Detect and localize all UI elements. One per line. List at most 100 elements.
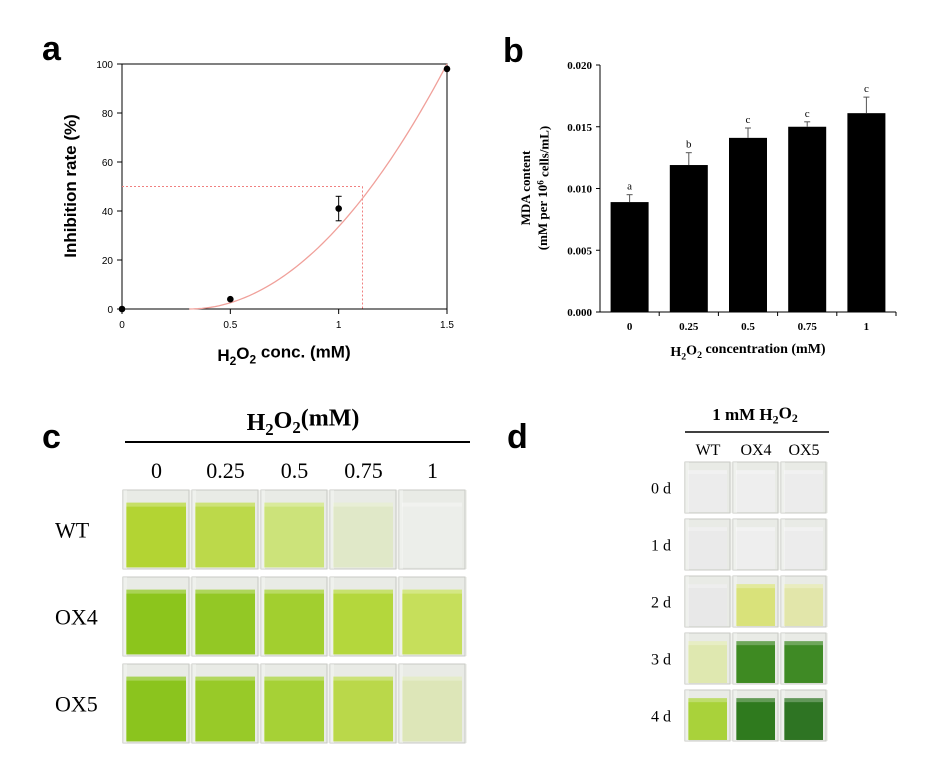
cuvette-edge — [685, 633, 689, 684]
cuvette-edge — [685, 690, 689, 741]
cuvette-liquid — [736, 527, 775, 569]
photo-d-cuvettes — [684, 461, 828, 742]
cuvette-liquid — [736, 698, 775, 740]
cuvette — [684, 518, 731, 571]
cuvette-liquid — [333, 502, 393, 568]
cuvette-edge — [781, 633, 785, 684]
x-ticks-a: 0 0.5 1 1.5 — [119, 309, 454, 331]
fit-curve-a — [189, 63, 448, 310]
cuvette-meniscus — [736, 641, 775, 646]
cuvette-meniscus — [402, 502, 462, 507]
photo-c-column-label: 0.25 — [206, 458, 245, 483]
cuvette-liquid — [402, 589, 462, 655]
label-part: H — [670, 345, 681, 360]
cuvette-liquid — [688, 584, 727, 626]
cuvette-meniscus — [688, 698, 727, 703]
cuvette — [191, 489, 259, 570]
y-tick-label-b: 0.020 — [567, 60, 592, 72]
cuvette-liquid — [784, 641, 823, 683]
cuvette-liquid — [195, 589, 255, 655]
cuvette-liquid — [264, 502, 324, 568]
x-axis-label-a: H2O2 conc. (mM) — [217, 342, 350, 368]
cuvette — [780, 632, 827, 685]
cuvette-meniscus — [688, 641, 727, 646]
cuvette-meniscus — [333, 676, 393, 681]
cuvette — [732, 461, 779, 514]
cuvette — [684, 461, 731, 514]
label-part: concentration (mM) — [702, 342, 826, 357]
cuvette-meniscus — [784, 641, 823, 646]
cuvette-liquid — [688, 641, 727, 683]
cuvette — [329, 489, 397, 570]
cuvette-edge — [192, 577, 196, 656]
cuvette-meniscus — [402, 589, 462, 594]
cuvette — [122, 663, 190, 744]
cuvette-liquid — [784, 527, 823, 569]
cuvette-edge — [733, 519, 737, 570]
cuvette-liquid — [264, 589, 324, 655]
bar-b — [669, 165, 708, 312]
cuvette-liquid — [688, 698, 727, 740]
bars-b — [610, 113, 886, 312]
photo-d-column-label: WT — [696, 442, 721, 459]
cuvette-edge — [733, 690, 737, 741]
error-bars-b — [626, 96, 870, 203]
photo-c-cuvettes — [122, 489, 467, 744]
y-ticks-a: 0 20 40 60 80 100 — [96, 60, 122, 316]
label-part: (mM per 10 — [535, 185, 550, 250]
label-part: O — [779, 403, 792, 422]
cuvette-meniscus — [736, 527, 775, 532]
label-part: 1 mM H — [712, 405, 772, 424]
cuvette-liquid — [264, 676, 324, 742]
panel-label-d: d — [507, 418, 528, 456]
cuvette-meniscus — [195, 676, 255, 681]
cuvette-edge — [261, 490, 265, 569]
cuvette-liquid — [784, 470, 823, 512]
cuvette-liquid — [333, 676, 393, 742]
data-point-a — [335, 205, 342, 212]
data-points-a — [118, 65, 451, 313]
photo-d-row-label: 4 d — [651, 709, 671, 726]
photo-d-row-label: 0 d — [651, 481, 671, 498]
photo-c-column-label: 0.5 — [281, 458, 309, 483]
cuvette-liquid — [784, 698, 823, 740]
cuvette-edge — [399, 490, 403, 569]
cuvette-meniscus — [784, 584, 823, 589]
cuvette — [398, 576, 466, 657]
cuvette-meniscus — [126, 589, 186, 594]
cuvette-meniscus — [784, 470, 823, 475]
significance-letter-b: a — [627, 181, 632, 193]
label-part: 2 — [250, 352, 257, 366]
cuvette-edge — [781, 690, 785, 741]
cuvette — [122, 489, 190, 570]
cuvette-edge — [781, 462, 785, 513]
y-tick-label-b: 0.005 — [567, 245, 592, 257]
cuvette-liquid — [126, 676, 186, 742]
cuvette-liquid — [126, 589, 186, 655]
x-tick-label-a: 0.5 — [223, 320, 237, 331]
cuvette-meniscus — [195, 502, 255, 507]
x-tick-label-b: 0.25 — [679, 321, 699, 333]
cuvette — [732, 518, 779, 571]
label-part: 2 — [773, 413, 779, 427]
cuvette-liquid — [784, 584, 823, 626]
cuvette-edge — [261, 577, 265, 656]
panel-label-b: b — [503, 32, 524, 70]
cuvette — [780, 575, 827, 628]
bar-b — [847, 113, 886, 312]
label-part: H — [217, 346, 229, 365]
photo-c-row-label: WT — [55, 518, 90, 543]
cuvette-meniscus — [333, 589, 393, 594]
cuvette — [122, 576, 190, 657]
x-tick-label-b: 0 — [627, 321, 633, 333]
cuvette-liquid — [688, 470, 727, 512]
cuvette — [684, 689, 731, 742]
cuvette-liquid — [195, 676, 255, 742]
label-part: 2 — [292, 418, 300, 437]
x-tick-label-a: 1 — [336, 320, 342, 331]
fit-curve — [189, 63, 448, 310]
photo-d-row-label: 2 d — [651, 595, 671, 612]
